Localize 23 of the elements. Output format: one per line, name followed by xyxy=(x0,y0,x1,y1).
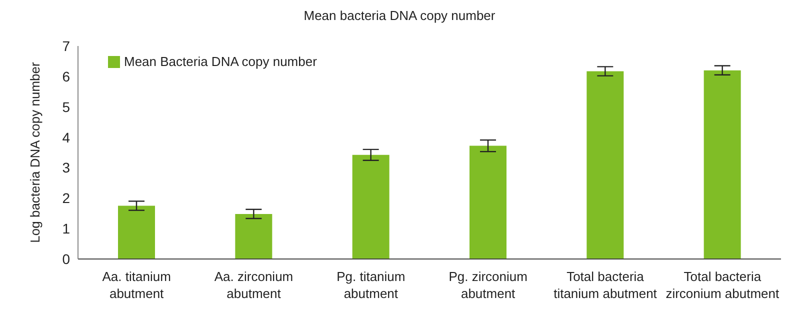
y-tick-label: 2 xyxy=(62,190,70,206)
bar xyxy=(586,71,624,259)
x-tick-label: Aa. zirconium abutment xyxy=(214,269,294,301)
x-tick-label: Aa. titanium abutment xyxy=(102,269,171,301)
bar xyxy=(352,154,390,259)
y-tick-label: 5 xyxy=(62,98,70,115)
x-tick-label: Pg. titanium abutment xyxy=(336,269,406,301)
y-tick-label: 0 xyxy=(62,250,70,267)
bar xyxy=(235,214,272,259)
x-tick-label: Total bacteria titanium abutment xyxy=(554,269,658,301)
bar xyxy=(704,70,741,259)
y-tick-label: 4 xyxy=(62,129,70,146)
y-axis-title: Log bacteria DNA copy number xyxy=(28,62,43,243)
bar xyxy=(470,146,506,259)
chart-title: Mean bacteria DNA copy number xyxy=(302,8,496,23)
x-tick-label: Total bacteria zirconium abutment xyxy=(666,269,780,301)
y-tick-label: 7 xyxy=(62,38,70,54)
y-tick-label: 3 xyxy=(62,160,70,176)
bar xyxy=(118,206,155,259)
x-tick-label: Pg. zirconium abutment xyxy=(448,269,528,301)
y-tick-label: 6 xyxy=(62,68,70,84)
y-tick-label: 1 xyxy=(62,220,70,237)
legend-label: Mean Bacteria DNA copy number xyxy=(124,54,317,69)
